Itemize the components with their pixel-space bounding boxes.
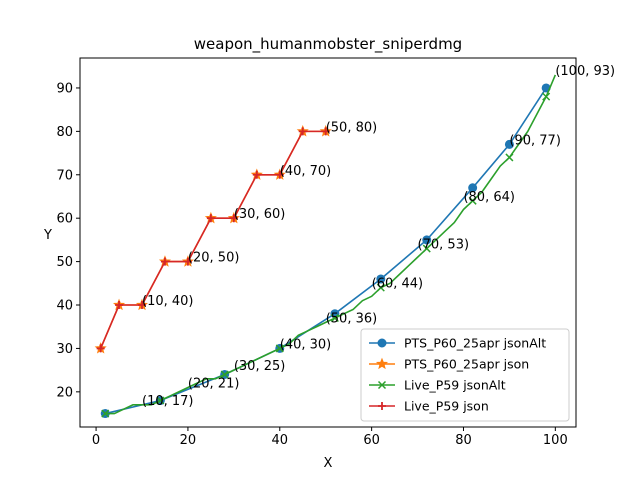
y-tick-label: 80 — [56, 125, 73, 140]
point-annotation: (90, 77) — [509, 133, 561, 148]
data-point — [275, 170, 284, 179]
legend-label: Live_P59 jsonAlt — [404, 378, 506, 393]
series-line — [105, 74, 557, 415]
data-point — [504, 139, 514, 149]
y-tick-label: 90 — [56, 81, 73, 96]
series-live-p59-jsonalt — [101, 74, 557, 418]
series-line — [105, 87, 547, 415]
point-annotation: (10, 17) — [142, 394, 194, 409]
legend-entry: Live_P59 jsonAlt — [369, 378, 506, 393]
data-point — [229, 214, 238, 223]
data-point — [101, 409, 110, 418]
y-tick-label: 20 — [56, 385, 73, 400]
point-annotation: (70, 53) — [418, 238, 470, 253]
legend-marker — [375, 357, 389, 370]
x-tick-label: 20 — [180, 433, 197, 448]
series-group — [94, 74, 557, 419]
series-live-p59-json — [96, 127, 330, 353]
point-annotation: (50, 80) — [326, 120, 378, 135]
data-point — [376, 274, 386, 284]
axes — [79, 57, 577, 428]
data-point — [321, 127, 330, 136]
point-annotation: (100, 93) — [555, 64, 615, 79]
data-point — [330, 314, 339, 323]
legend-marker — [377, 380, 387, 390]
point-annotation: (60, 44) — [372, 277, 424, 292]
x-tick-label: 0 — [92, 433, 100, 448]
x-tick-label: 40 — [272, 433, 289, 448]
data-point — [220, 370, 229, 379]
point-annotation: (50, 36) — [326, 311, 378, 326]
point-annotation: (20, 21) — [188, 376, 240, 391]
data-point — [156, 396, 165, 405]
x-axis-ticks: 0 20 40 60 80 100 — [92, 427, 568, 448]
point-annotation: (40, 30) — [280, 337, 332, 352]
data-point — [422, 244, 431, 253]
x-tick-label: 80 — [455, 433, 472, 448]
point-annotation: (10, 40) — [142, 294, 194, 309]
x-tick-label: 100 — [543, 433, 568, 448]
data-point — [542, 92, 551, 101]
chart-title: weapon_humanmobster_sniperdmg — [194, 35, 462, 54]
data-point — [138, 301, 146, 310]
legend-label: PTS_P60_25apr json — [404, 357, 529, 372]
point-annotation: (40, 70) — [280, 164, 332, 179]
y-tick-label: 40 — [56, 299, 73, 314]
x-axis-label: X — [324, 456, 333, 471]
data-point — [96, 344, 105, 353]
y-axis-label: Y — [43, 228, 52, 243]
legend-entry: PTS_P60_25apr jsonAlt — [369, 336, 546, 351]
legend-marker — [377, 338, 387, 348]
point-annotation: (30, 25) — [234, 359, 286, 374]
y-tick-label: 70 — [56, 168, 73, 183]
data-point — [160, 257, 169, 266]
data-point — [422, 235, 432, 245]
x-tick-label: 60 — [363, 433, 380, 448]
y-tick-label: 60 — [56, 212, 73, 227]
data-point — [505, 153, 514, 162]
annotations: (10, 17) (20, 21) (30, 25) (40, 30) (50, 36)… — [142, 64, 615, 409]
legend: PTS_P60_25apr jsonAlt PTS_P60_25apr json L… — [360, 328, 570, 422]
y-tick-label: 30 — [56, 342, 73, 357]
legend-label: Live_P59 json — [404, 399, 489, 414]
data-point — [468, 183, 478, 193]
y-tick-label: 50 — [56, 255, 73, 270]
data-point — [252, 170, 261, 179]
data-point — [468, 196, 477, 205]
legend-entry: Live_P59 json — [369, 399, 489, 414]
axes-frame — [79, 57, 577, 428]
point-annotation: (80, 64) — [463, 190, 514, 205]
data-point — [115, 301, 124, 310]
point-annotation: (30, 60) — [234, 207, 286, 222]
legend-box — [360, 328, 570, 422]
point-annotation: (20, 50) — [188, 251, 240, 266]
data-point — [206, 214, 215, 223]
legend-marker — [378, 402, 386, 410]
data-point — [298, 127, 307, 136]
legend-entry: PTS_P60_25apr json — [369, 357, 529, 372]
data-point — [183, 257, 192, 266]
y-axis-ticks: 20 30 40 50 60 70 80 90 — [56, 81, 80, 400]
legend-label: PTS_P60_25apr jsonAlt — [404, 336, 546, 351]
data-point — [376, 283, 385, 292]
data-point — [275, 344, 284, 353]
